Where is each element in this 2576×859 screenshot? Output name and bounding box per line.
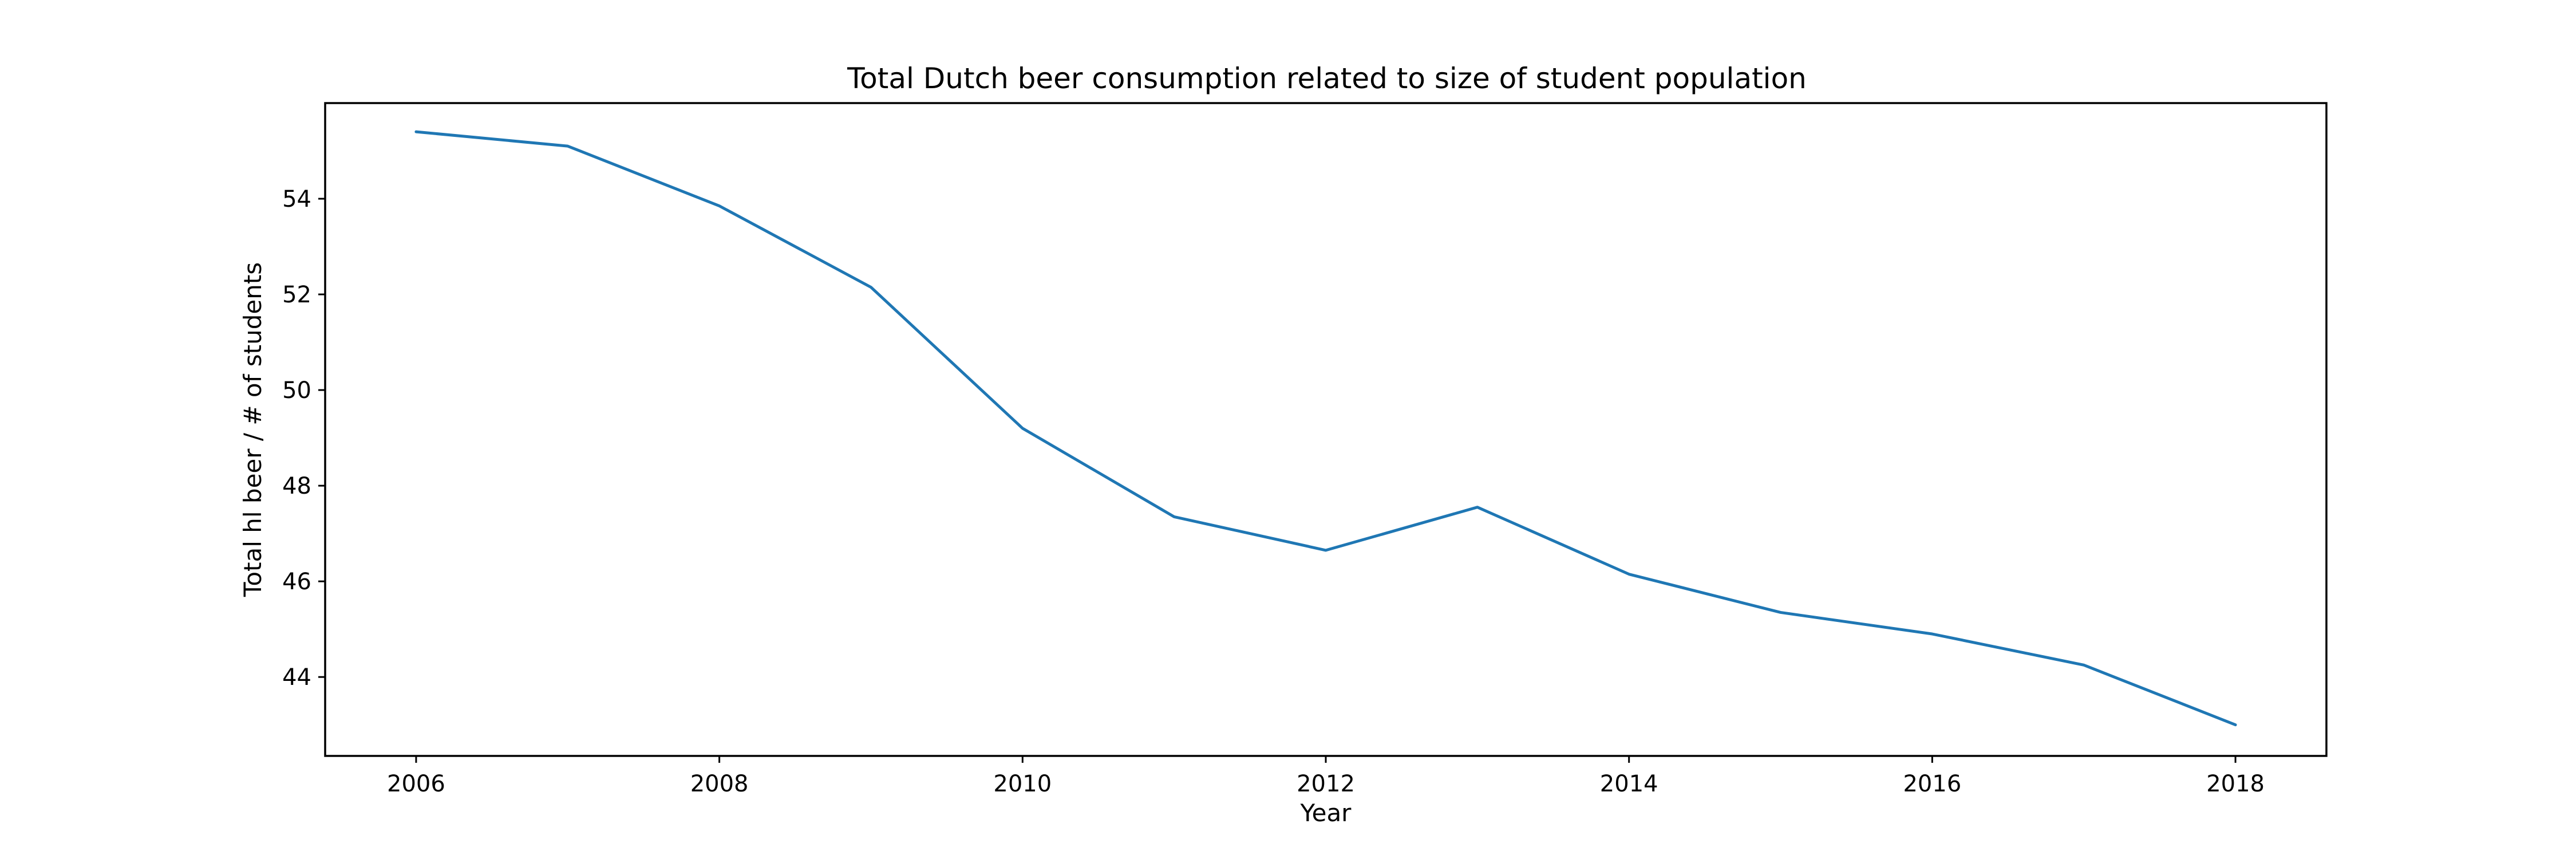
x-tick-label-2010: 2010 (993, 771, 1052, 797)
y-tick-label-48: 48 (282, 473, 311, 499)
series-line-0 (414, 130, 2237, 727)
x-tick-label-2006: 2006 (387, 771, 445, 797)
y-tick-label-46: 46 (282, 569, 311, 595)
x-tick-label-2014: 2014 (1600, 771, 1658, 797)
x-tick-label-2018: 2018 (2206, 771, 2265, 797)
plot-area (414, 130, 2237, 727)
chart-title: Total Dutch beer consumption related to … (847, 62, 1807, 95)
x-axis: 2006 2008 2010 2012 2014 2016 2018 (387, 756, 2265, 797)
x-tick-label-2012: 2012 (1297, 771, 1355, 797)
y-tick-label-54: 54 (282, 186, 311, 212)
x-axis-label: Year (1300, 799, 1352, 827)
y-tick-label-44: 44 (282, 664, 311, 691)
y-tick-label-52: 52 (282, 282, 311, 308)
y-axis-label: Total hl beer / # of students (239, 262, 267, 597)
x-tick-label-2016: 2016 (1903, 771, 1961, 797)
y-tick-label-50: 50 (282, 377, 311, 404)
y-axis: 44 46 48 50 52 54 (282, 186, 325, 691)
x-tick-label-2008: 2008 (690, 771, 749, 797)
